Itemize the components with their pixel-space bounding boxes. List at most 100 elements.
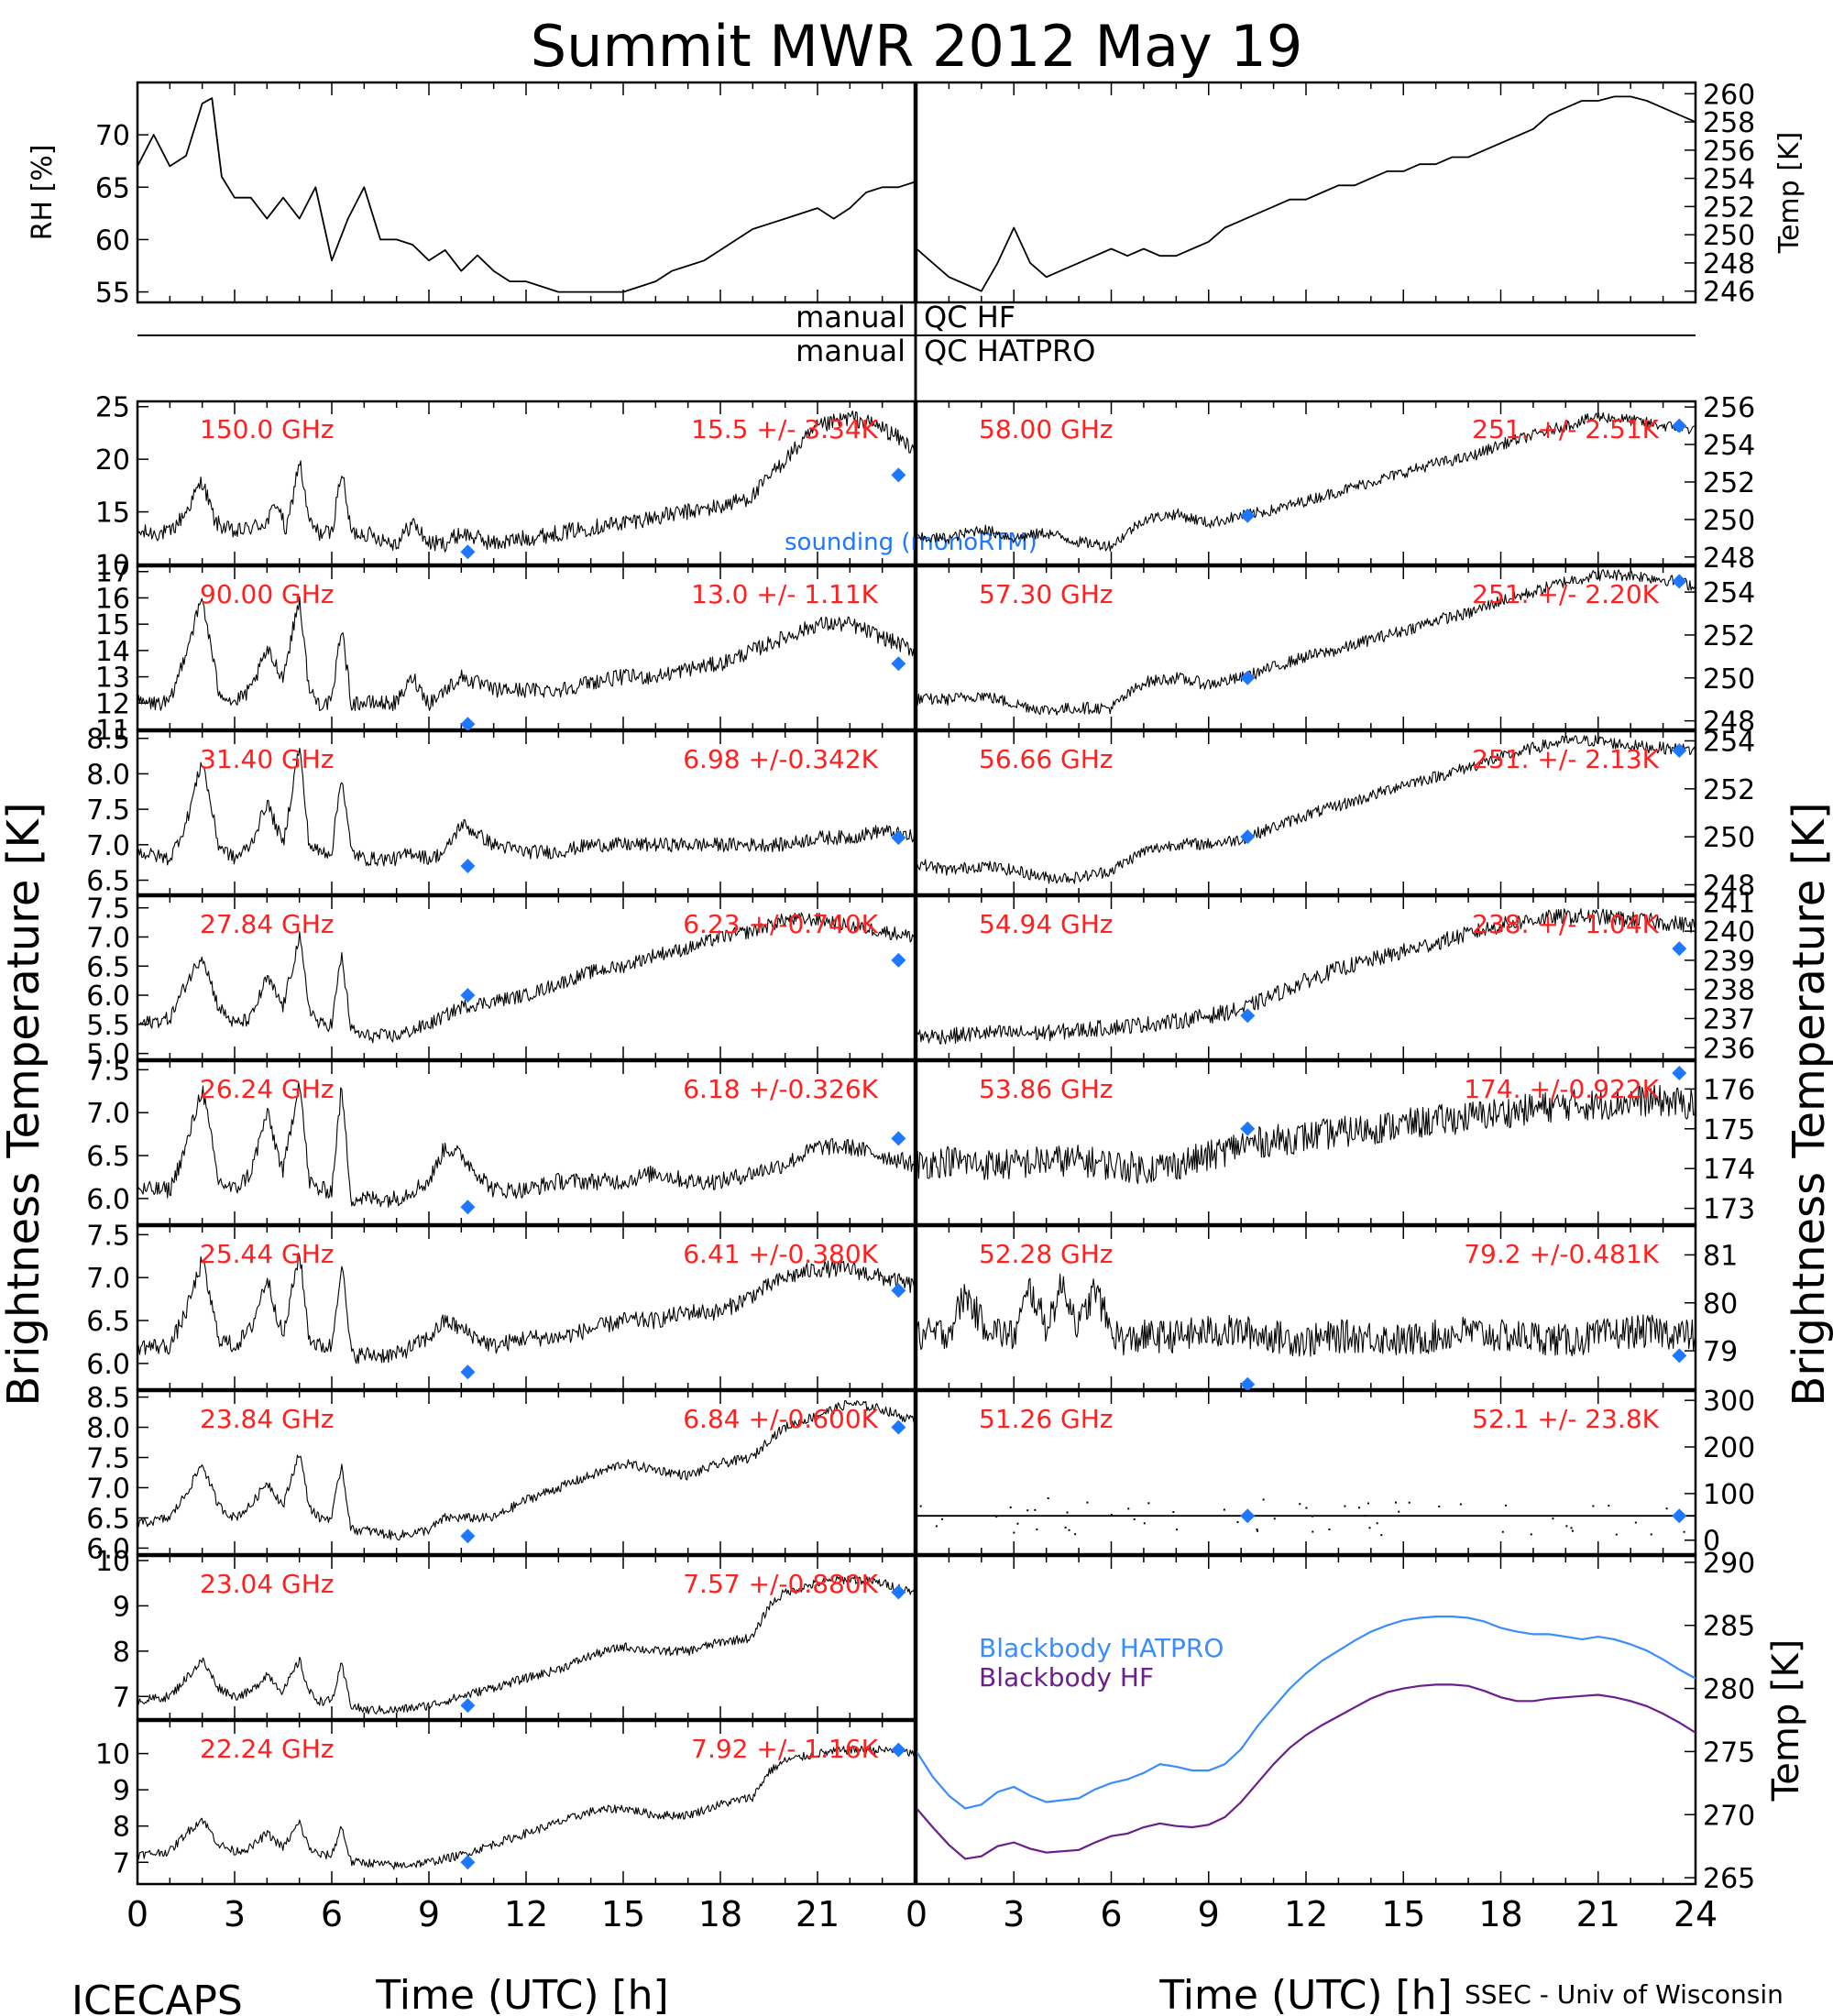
sounding-marker: [460, 988, 476, 1003]
scatter-point: [941, 1517, 944, 1520]
x-tick-label: 3: [1003, 1894, 1025, 1934]
sounding-marker: [460, 544, 476, 560]
y-tick-label: 20: [95, 444, 130, 477]
x-tick-label: 18: [698, 1894, 742, 1934]
y-tick-label: 5.0: [86, 1039, 130, 1071]
scatter-point: [1110, 1513, 1113, 1516]
qc-hf-label-right: QC HF: [924, 300, 1015, 334]
y-tick-label: 17: [95, 557, 130, 589]
y-tick-label: 250: [1703, 663, 1755, 696]
scatter-point: [1047, 1496, 1049, 1499]
y-tick-label: 250: [1703, 822, 1755, 854]
x-tick-label: 21: [796, 1894, 840, 1934]
scatter-point: [1552, 1517, 1554, 1520]
x-tick-label: 18: [1478, 1894, 1522, 1934]
y-tick-label: 252: [1703, 774, 1755, 806]
scatter-point: [1608, 1505, 1610, 1507]
stats-label: 6.98 +/-0.342K: [683, 744, 878, 774]
scatter-point: [1505, 1504, 1508, 1507]
y-tick-label: 11: [95, 715, 130, 747]
series-line-1: [916, 1683, 1696, 1860]
y-tick-label: 81: [1703, 1240, 1738, 1272]
x-axis-title-right: Time (UTC) [h]: [1158, 1972, 1452, 2016]
y-tick-label: 7.0: [86, 923, 130, 955]
stats-label: 6.23 +/-0.740K: [683, 909, 878, 939]
x-tick-label: 12: [504, 1894, 548, 1934]
panel-51.26: 0 100 200 300 51.26 GHz 52.1 +/- 23.8K: [915, 1386, 1755, 1558]
sounding-marker: [891, 467, 906, 483]
footer-left-label: ICECAPS: [71, 1978, 243, 2016]
panel-ylabel: Temp [K]: [1773, 132, 1806, 255]
sounding-marker: [460, 1200, 476, 1215]
y-tick-label: 285: [1703, 1611, 1755, 1643]
y-tick-label: 6.0: [86, 1184, 130, 1216]
y-tick-label: 8.5: [86, 724, 130, 756]
y-tick-label: 174: [1703, 1154, 1755, 1186]
panel-ylabel: Temp [K]: [1765, 1639, 1807, 1802]
scatter-point: [1395, 1501, 1398, 1504]
y-tick-label: 8: [113, 1812, 130, 1844]
scatter-point: [1257, 1529, 1259, 1532]
panel-150.0: 10 15 20 25 150.0 GHz 15.5 +/- 3.34K sounding …: [95, 392, 1037, 582]
panel-rh: 55 60 65 70 RH [%]: [27, 81, 916, 310]
y-tick-label: 7.0: [86, 830, 130, 862]
scatter-point: [935, 1525, 938, 1528]
sounding-marker: [460, 859, 476, 874]
y-tick-label: 246: [1703, 277, 1755, 309]
y-tick-label: 254: [1703, 164, 1755, 196]
frequency-label: 31.40 GHz: [200, 744, 335, 774]
scatter-point: [1016, 1522, 1019, 1525]
scatter-point: [1009, 1506, 1012, 1508]
stats-label: 251. +/- 2.51K: [1472, 414, 1659, 444]
sounding-marker: [1240, 829, 1256, 845]
y-tick-label: 55: [95, 278, 130, 310]
y-tick-label: 175: [1703, 1114, 1755, 1146]
y-tick-label: 250: [1703, 220, 1755, 252]
sounding-marker: [1240, 508, 1256, 523]
sounding-marker: [460, 1855, 476, 1870]
stats-label: 6.84 +/-0.600K: [683, 1404, 878, 1434]
y-tick-label: 79: [1703, 1336, 1738, 1368]
y-tick-label: 238: [1703, 975, 1755, 1007]
y-tick-label: 100: [1703, 1479, 1755, 1511]
scatter-point: [919, 1505, 922, 1507]
scatter-point: [1273, 1517, 1276, 1520]
scatter-point: [1530, 1533, 1532, 1536]
x-tick-label: 24: [1674, 1894, 1718, 1934]
y-tick-label: 15: [95, 498, 130, 530]
panel-27.84: 5.05.56.06.57.07.5 27.84 GHz 6.23 +/-0.740…: [86, 893, 916, 1071]
frequency-label: 52.28 GHz: [979, 1239, 1114, 1269]
scatter-point: [1364, 1515, 1367, 1517]
panel-frame: [915, 1554, 1697, 1886]
y-tick-label: 236: [1703, 1033, 1755, 1065]
panel-23.84: 6.06.57.07.58.08.5 23.84 GHz 6.84 +/-0.600…: [86, 1383, 916, 1565]
x-tick-label: 6: [1100, 1894, 1122, 1934]
scatter-point: [1571, 1529, 1574, 1532]
y-tick-label: 7.5: [86, 794, 130, 827]
y-tick-label: 237: [1703, 1004, 1755, 1036]
scatter-point: [1068, 1528, 1070, 1531]
scatter-point: [1376, 1522, 1378, 1525]
series-line: [916, 569, 1696, 716]
y-tick-label: 7.5: [86, 1055, 130, 1087]
panel-ylabel: RH [%]: [27, 145, 59, 241]
sounding-marker: [1672, 1348, 1687, 1364]
y-tick-label: 254: [1703, 430, 1755, 462]
scatter-point: [1026, 1509, 1029, 1512]
y-tick-label: 280: [1703, 1674, 1755, 1706]
scatter-point: [1172, 1510, 1175, 1513]
y-tick-label: 60: [95, 225, 130, 257]
y-tick-label: 256: [1703, 136, 1755, 168]
y-tick-label: 0: [1703, 1526, 1720, 1558]
y-tick-label: 260: [1703, 79, 1755, 111]
y-tick-label: 173: [1703, 1194, 1755, 1226]
figure-title: Summit MWR 2012 May 19: [531, 13, 1303, 80]
stats-label: 15.5 +/- 3.34K: [691, 414, 878, 444]
sounding-marker: [1672, 742, 1687, 758]
series-line: [137, 747, 916, 867]
series-line: [916, 908, 1696, 1045]
y-tick-label: 200: [1703, 1432, 1755, 1464]
scatter-point: [1086, 1501, 1089, 1504]
